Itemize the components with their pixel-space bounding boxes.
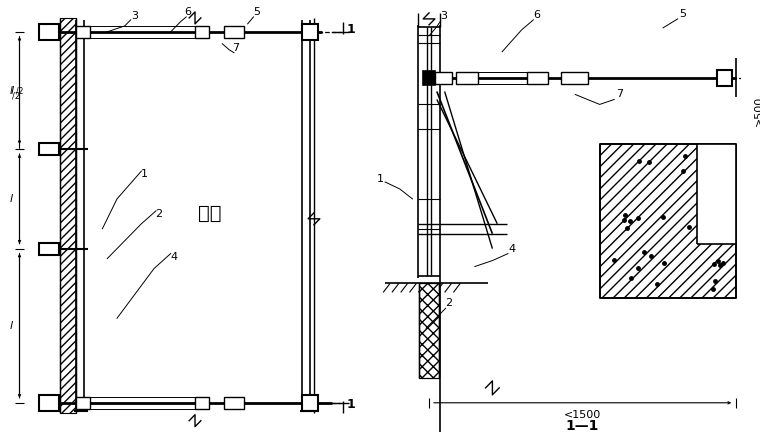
Bar bbox=[435, 72, 452, 83]
Bar bbox=[600, 144, 736, 298]
Bar bbox=[717, 69, 733, 85]
Text: 2: 2 bbox=[445, 298, 452, 308]
Bar bbox=[527, 72, 548, 83]
Text: 6: 6 bbox=[185, 7, 192, 17]
Bar bbox=[195, 397, 209, 409]
Text: 结构: 结构 bbox=[198, 204, 221, 224]
Text: 1: 1 bbox=[347, 398, 356, 411]
Text: /2: /2 bbox=[16, 86, 23, 95]
Text: 7: 7 bbox=[616, 89, 622, 99]
Text: <1500: <1500 bbox=[564, 410, 601, 420]
Text: 1: 1 bbox=[347, 23, 356, 36]
Bar bbox=[423, 71, 435, 85]
Text: l: l bbox=[10, 85, 13, 95]
Text: 3: 3 bbox=[131, 11, 138, 21]
Bar bbox=[561, 72, 588, 83]
Bar bbox=[456, 72, 478, 83]
Bar bbox=[224, 26, 244, 38]
Text: l: l bbox=[9, 85, 12, 95]
Bar bbox=[39, 395, 59, 411]
Bar bbox=[302, 24, 318, 40]
Bar bbox=[39, 143, 59, 155]
Text: l: l bbox=[9, 321, 12, 331]
Bar bbox=[302, 395, 318, 411]
Bar bbox=[39, 24, 59, 40]
Text: 1: 1 bbox=[377, 174, 384, 184]
Text: 1: 1 bbox=[141, 169, 147, 179]
Text: 4: 4 bbox=[508, 243, 515, 253]
Text: >500: >500 bbox=[754, 96, 760, 126]
Text: 5: 5 bbox=[253, 7, 260, 17]
Text: 7: 7 bbox=[233, 43, 239, 53]
Text: 6: 6 bbox=[533, 10, 540, 20]
Bar bbox=[224, 397, 244, 409]
Text: 4: 4 bbox=[170, 252, 177, 262]
Bar bbox=[76, 26, 90, 38]
Bar bbox=[76, 397, 90, 409]
Bar bbox=[39, 243, 59, 255]
Text: 5: 5 bbox=[679, 9, 686, 19]
Text: 2: 2 bbox=[155, 209, 163, 219]
Bar bbox=[697, 144, 736, 243]
Bar bbox=[195, 26, 209, 38]
Text: 3: 3 bbox=[440, 11, 447, 21]
Text: 1—1: 1—1 bbox=[566, 419, 600, 433]
Text: l: l bbox=[9, 194, 12, 204]
Text: /2: /2 bbox=[11, 92, 20, 101]
Bar bbox=[420, 283, 439, 378]
Bar bbox=[61, 18, 76, 413]
